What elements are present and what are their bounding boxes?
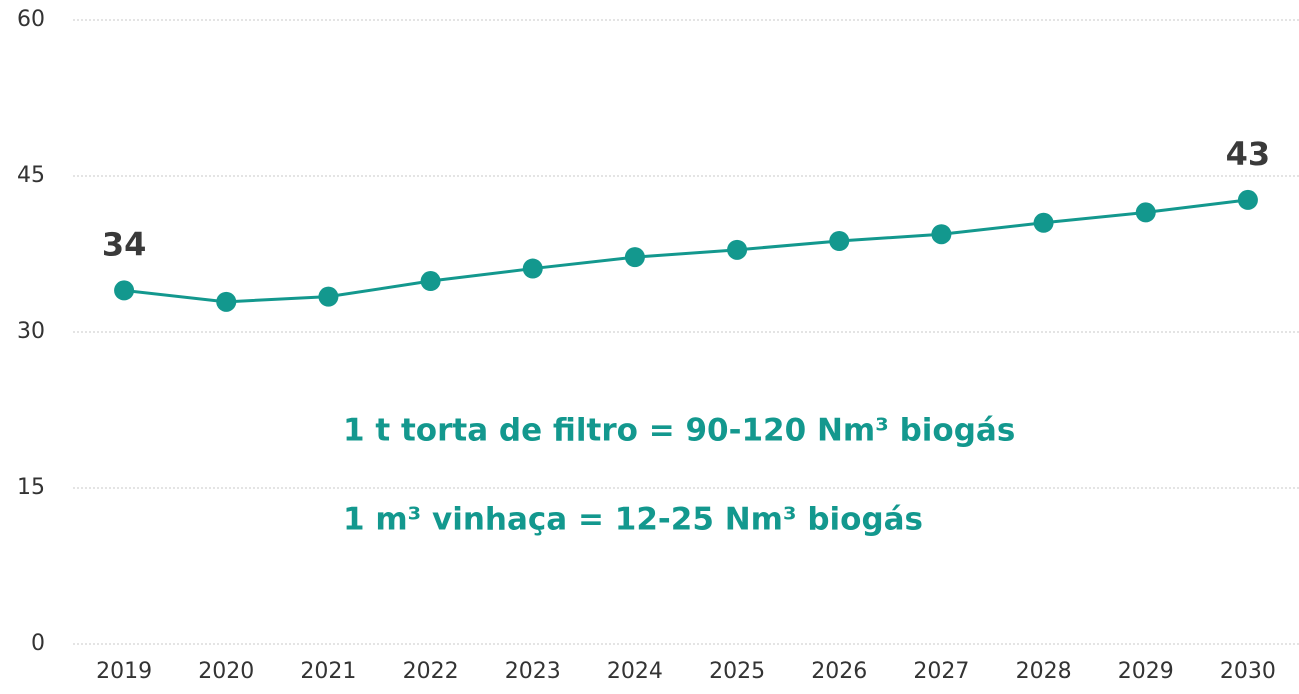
x-tick-label: 2023 [505, 659, 561, 684]
point [727, 239, 748, 260]
y-tick-label: 30 [17, 319, 45, 344]
x-tick-label: 2019 [96, 659, 152, 684]
x-tick-label: 2022 [403, 659, 459, 684]
x-tick-label: 2020 [198, 659, 254, 684]
y-tick-label: 15 [17, 475, 45, 500]
point [1033, 212, 1054, 233]
point [829, 231, 850, 251]
point [318, 286, 339, 307]
x-tick-label: 2024 [607, 659, 663, 684]
x-tick-label: 2025 [709, 659, 765, 684]
x-tick-label: 2027 [913, 659, 969, 684]
point [216, 291, 237, 312]
x-tick-label: 2021 [300, 659, 356, 684]
x-tick-label: 2030 [1220, 659, 1276, 684]
y-tick-label: 60 [17, 7, 45, 32]
point [1237, 189, 1258, 210]
data-label: 34 [102, 225, 147, 263]
x-tick-label: 2028 [1016, 659, 1072, 684]
annotation: 1 t torta de filtro = 90-120 Nm³ biogás [343, 413, 1015, 449]
line [123, 198, 1249, 304]
point [420, 271, 441, 292]
point [1135, 202, 1156, 223]
x-tick-label: 2029 [1118, 659, 1174, 684]
y-tick-label: 0 [31, 631, 45, 656]
point [114, 280, 135, 301]
annotation: 1 m³ vinhaça = 12-25 Nm³ biogás [343, 502, 923, 538]
point [624, 247, 645, 268]
point [931, 224, 952, 245]
data-label: 43 [1226, 135, 1271, 173]
y-tick-label: 45 [17, 163, 45, 188]
x-tick-label: 2026 [811, 659, 867, 684]
point [522, 258, 543, 279]
